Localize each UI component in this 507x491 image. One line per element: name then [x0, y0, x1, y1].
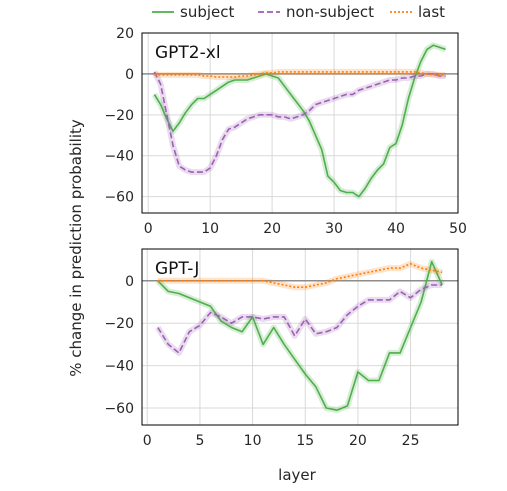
y-tick-label: −40: [104, 359, 134, 375]
series-line-last: [154, 71, 446, 78]
x-tick-label: 20: [349, 433, 367, 449]
x-tick-label: 10: [201, 221, 219, 237]
x-tick-label: 50: [449, 221, 467, 237]
series-band-subject: [155, 258, 445, 414]
legend-label-non-subject: non-subject: [286, 3, 374, 21]
legend-label-subject: subject: [180, 3, 234, 21]
x-tick-label: 40: [387, 221, 405, 237]
panel-gpt2-xl: 0 10 20 30 40 50 20 0 −20 −40 −60 GPT2-xl: [104, 26, 466, 237]
x-axis-label: layer: [278, 466, 316, 484]
y-tick-label: −20: [104, 108, 134, 124]
y-tick-label: 0: [125, 274, 134, 290]
y-tick-label: 20: [116, 26, 134, 42]
x-tick-label: 25: [402, 433, 420, 449]
series-band-last: [157, 260, 443, 291]
plot-frame: [141, 248, 459, 426]
series-line-non-subject: [153, 71, 446, 173]
panel-gpt-j: 0 5 10 15 20 25 0 −20 −40 −60 GPT-J: [104, 248, 459, 449]
x-tick-label: 15: [296, 433, 314, 449]
series-band-non-subject: [155, 282, 443, 356]
legend: subject non-subject last: [152, 3, 445, 21]
x-tick-label: 10: [244, 433, 262, 449]
x-tick-label: 5: [195, 433, 204, 449]
plot-frame: [141, 32, 459, 214]
series-line-subject: [157, 260, 443, 411]
x-tick-label: 0: [144, 221, 153, 237]
y-axis-label: % change in prediction probability: [67, 119, 85, 377]
y-tick-label: −40: [104, 149, 134, 165]
x-tick-label: 30: [325, 221, 343, 237]
legend-label-last: last: [418, 3, 445, 21]
panel-title: GPT-J: [155, 259, 199, 279]
series-line-non-subject: [157, 284, 443, 354]
x-tick-label: 0: [143, 433, 152, 449]
y-tick-label: 0: [125, 67, 134, 83]
panel-title: GPT2-xl: [155, 43, 221, 63]
series-line-subject: [153, 44, 446, 198]
y-tick-label: −60: [104, 401, 134, 417]
y-tick-label: −60: [104, 190, 134, 206]
y-tick-label: −20: [104, 316, 134, 332]
x-tick-label: 20: [263, 221, 281, 237]
